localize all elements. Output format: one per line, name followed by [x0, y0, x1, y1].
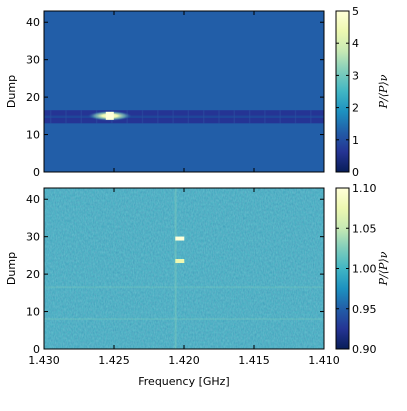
- bottom-ytick-label-1: 10: [26, 306, 40, 319]
- top-colorbar-ticks: 0 1 2 3 4 5: [336, 5, 359, 179]
- top-band-stripe: [310, 110, 312, 124]
- top-band-stripe: [172, 110, 174, 124]
- bottom-ctick-label-4: 1.10: [352, 182, 377, 195]
- bottom-y-axis: 0 10 20 30 40: [26, 193, 324, 356]
- bottom-heatmap-panel: 0 10 20 30 40 1.430 1.425 1.420 1.415 1.410 Dump…: [5, 182, 390, 388]
- bottom-colorbar-label: P/⟨P⟩ν: [377, 251, 390, 286]
- top-ytick-label-2: 20: [26, 91, 40, 104]
- top-band-stripe: [203, 110, 205, 124]
- bottom-faint-row-0: [44, 318, 324, 321]
- bottom-hotspot-upper: [175, 236, 185, 241]
- bottom-ctick-label-2: 1.00: [352, 263, 377, 276]
- top-band-center: [44, 115, 324, 118]
- bottom-hotspot-lower: [175, 259, 185, 264]
- top-band-stripe: [233, 110, 235, 124]
- top-band-stripe: [157, 110, 159, 124]
- top-ctick-label-4: 4: [352, 37, 359, 50]
- top-ctick-label-5: 5: [352, 5, 359, 18]
- top-y-axis: 0 10 20 30 40: [26, 16, 324, 179]
- bottom-ctick-label-1: 0.95: [352, 303, 377, 316]
- bottom-xtick-label-0: 1.430: [28, 354, 60, 367]
- bottom-x-axis: 1.430 1.425 1.420 1.415 1.410: [28, 188, 340, 367]
- bottom-ctick-label-3: 1.05: [352, 222, 377, 235]
- bottom-x-axis-label: Frequency [GHz]: [138, 375, 229, 388]
- bottom-ctick-label-0: 0.90: [352, 343, 377, 356]
- bottom-xtick-label-1: 1.425: [98, 354, 130, 367]
- bottom-ytick-label-0: 0: [33, 343, 40, 356]
- bottom-colorbar-ticks: 0.90 0.95 1.00 1.05 1.10: [336, 182, 377, 356]
- top-band-stripe: [50, 110, 52, 124]
- top-ctick-label-0: 0: [352, 166, 359, 179]
- top-band-stripe: [264, 110, 266, 124]
- bottom-ytick-label-3: 30: [26, 231, 40, 244]
- bottom-xtick-label-4: 1.410: [308, 354, 340, 367]
- top-ytick-label-0: 0: [33, 166, 40, 179]
- top-ytick-label-3: 30: [26, 54, 40, 67]
- top-ctick-label-1: 1: [352, 134, 359, 147]
- top-ytick-label-1: 10: [26, 129, 40, 142]
- bottom-y-axis-label: Dump: [5, 252, 18, 285]
- top-band-stripe: [187, 110, 190, 124]
- top-band-stripe: [65, 110, 67, 124]
- top-band-stripe: [248, 110, 251, 124]
- top-heatmap-panel: 0 10 20 30 40 Dump 0 1 2 3 4 5 P/⟨P⟩ν: [5, 5, 390, 179]
- bottom-ytick-label-4: 40: [26, 193, 40, 206]
- bottom-vertical-streak: [174, 188, 177, 349]
- top-band-stripe: [218, 110, 220, 124]
- top-band-stripe: [294, 110, 297, 124]
- top-band-stripe: [80, 110, 82, 124]
- top-hotspot: [105, 111, 114, 120]
- top-heatmap-background: [44, 11, 324, 172]
- bottom-xtick-label-3: 1.415: [238, 354, 270, 367]
- top-ytick-label-4: 40: [26, 16, 40, 29]
- bottom-faint-rows: [44, 286, 324, 321]
- bottom-xtick-label-2: 1.420: [168, 354, 200, 367]
- top-colorbar: [335, 10, 350, 173]
- top-colorbar-label: P/⟨P⟩ν: [377, 74, 390, 109]
- bottom-ytick-label-2: 20: [26, 268, 40, 281]
- top-x-axis: [43, 11, 325, 172]
- bottom-faint-row-1: [44, 286, 324, 289]
- top-ctick-label-2: 2: [352, 102, 359, 115]
- top-ctick-label-3: 3: [352, 69, 359, 82]
- top-band-stripe: [279, 110, 281, 124]
- top-band-stripe: [141, 110, 144, 124]
- bottom-noise-light: [44, 188, 324, 349]
- top-y-axis-label: Dump: [5, 75, 18, 108]
